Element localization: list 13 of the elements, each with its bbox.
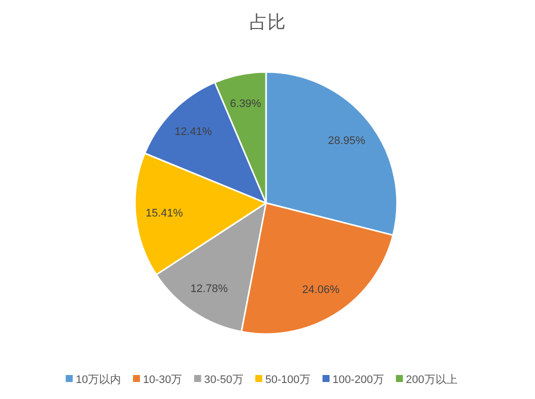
data-label: 28.95% (328, 135, 366, 148)
data-label: 12.41% (174, 126, 212, 138)
data-label: 15.41% (146, 208, 184, 220)
legend-label: 10-30万 (142, 374, 182, 386)
data-label: 6.39% (230, 98, 262, 110)
legend-label: 50-100万 (265, 374, 311, 386)
legend-label: 100-200万 (332, 374, 384, 386)
legend-label: 200万以上 (406, 373, 458, 386)
data-label: 12.78% (190, 282, 228, 295)
data-label: 24.06% (302, 284, 340, 296)
chart-title: 占比 (250, 12, 286, 32)
legend-label: 10万以内 (76, 373, 121, 386)
legend-label: 30-50万 (204, 374, 244, 386)
